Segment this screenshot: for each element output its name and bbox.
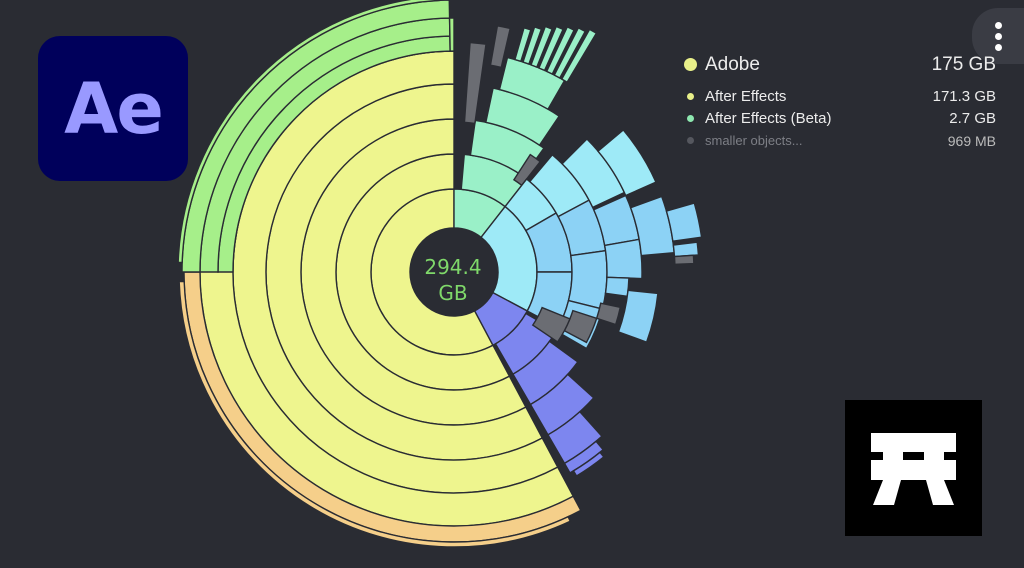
after-effects-logo-text: Ae: [64, 67, 164, 150]
sunburst-segment[interactable]: [572, 451, 605, 477]
sunburst-segment[interactable]: [538, 25, 564, 72]
more-options-button[interactable]: [972, 8, 1024, 64]
sunburst-segment[interactable]: [673, 254, 695, 266]
sunburst-segment[interactable]: [672, 241, 700, 258]
sunburst-segment[interactable]: [448, 17, 455, 52]
legend-item-label: smaller objects...: [705, 133, 803, 148]
legend-head[interactable]: Adobe 175 GB: [684, 52, 996, 78]
legend-head-label: Adobe: [705, 54, 760, 75]
legend-head-value: 175 GB: [931, 54, 996, 75]
sunburst-segment[interactable]: [545, 25, 575, 75]
legend-item-value: 171.3 GB: [932, 88, 996, 105]
sunburst-segment[interactable]: [597, 128, 657, 197]
total-size-label[interactable]: 294.4 GB: [398, 254, 508, 306]
sunburst-segment[interactable]: [522, 26, 543, 65]
legend-dot-icon: [687, 93, 694, 100]
legend-item[interactable]: smaller objects... 969 MB: [684, 130, 996, 152]
legend-dot-icon: [684, 58, 697, 71]
sunburst-segment[interactable]: [604, 276, 630, 298]
total-size-unit: GB: [438, 281, 468, 305]
sunburst-segment[interactable]: [665, 202, 703, 243]
sunburst-segment[interactable]: [178, 280, 572, 548]
legend-item-label: After Effects (Beta): [705, 110, 832, 127]
sunburst-segment[interactable]: [531, 306, 571, 343]
sunburst-segment[interactable]: [177, 0, 441, 264]
more-vertical-icon: [995, 22, 1002, 29]
legend-item[interactable]: After Effects 171.3 GB: [684, 86, 996, 108]
sunburst-segment[interactable]: [560, 28, 598, 84]
sunburst-segment[interactable]: [463, 41, 487, 125]
sunburst-segment[interactable]: [595, 302, 622, 326]
sunburst-segment[interactable]: [530, 25, 554, 69]
legend-item-label: After Effects: [705, 88, 787, 105]
sunburst-segment[interactable]: [514, 26, 532, 63]
sunburst-segment[interactable]: [529, 373, 595, 436]
sunburst-segment[interactable]: [553, 26, 587, 79]
legend-dot-icon: [687, 115, 694, 122]
after-effects-logo: Ae: [38, 36, 188, 181]
torii-logo: [845, 400, 982, 536]
legend-item-value: 2.7 GB: [949, 110, 996, 127]
legend-item[interactable]: After Effects (Beta) 2.7 GB: [684, 108, 996, 130]
sunburst-segment[interactable]: [617, 289, 659, 344]
sunburst-segment[interactable]: [489, 24, 512, 69]
selection-legend: Adobe 175 GB After Effects 171.3 GB Afte…: [684, 52, 996, 152]
legend-item-value: 969 MB: [947, 133, 996, 149]
total-size-value: 294.4: [424, 255, 482, 279]
sunburst-segment[interactable]: [567, 249, 608, 310]
sunburst-segment[interactable]: [603, 238, 643, 280]
legend-dot-icon: [687, 137, 694, 144]
torii-gate-icon: [871, 433, 956, 505]
